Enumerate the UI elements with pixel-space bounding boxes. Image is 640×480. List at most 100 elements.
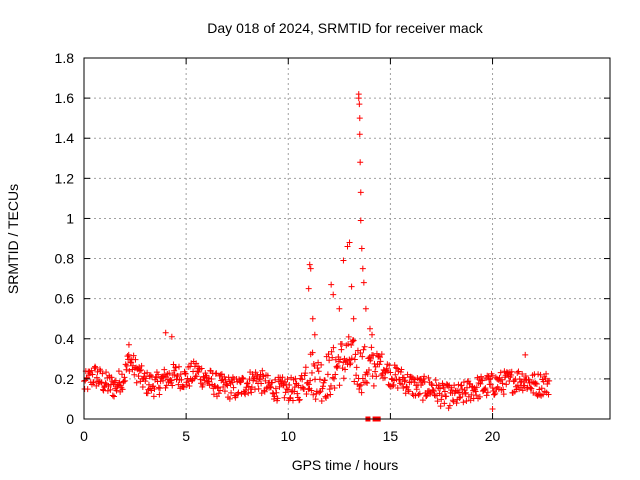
data-point bbox=[307, 265, 314, 272]
axis-ticks: 0 0.2 0.4 0.6 0.8 1 1.2 1.4 1.6 1.8 0 5 10 15 20 bbox=[55, 50, 610, 444]
data-point bbox=[167, 377, 174, 384]
data-point bbox=[508, 371, 515, 378]
data-point bbox=[95, 378, 102, 385]
data-point bbox=[415, 391, 422, 398]
data-point bbox=[283, 386, 290, 393]
data-point bbox=[519, 387, 526, 394]
data-point bbox=[88, 367, 95, 374]
data-point bbox=[90, 379, 97, 386]
data-point bbox=[315, 368, 322, 375]
data-point bbox=[392, 371, 399, 378]
data-point bbox=[246, 376, 253, 383]
data-point bbox=[221, 388, 228, 395]
data-point bbox=[381, 374, 388, 381]
data-point bbox=[150, 393, 157, 400]
data-point bbox=[319, 383, 326, 390]
data-point bbox=[443, 393, 450, 400]
data-point bbox=[123, 362, 130, 369]
data-point bbox=[389, 383, 396, 390]
data-point bbox=[270, 395, 277, 402]
data-point bbox=[296, 397, 303, 404]
data-point bbox=[168, 377, 175, 384]
data-point bbox=[92, 364, 99, 371]
data-point bbox=[342, 366, 349, 373]
data-point bbox=[538, 385, 545, 392]
data-point bbox=[302, 364, 309, 371]
data-point bbox=[487, 381, 494, 388]
y-axis-label: SRMTID / TECUs bbox=[5, 184, 21, 294]
data-point bbox=[291, 384, 298, 391]
data-point bbox=[440, 384, 447, 391]
data-point bbox=[107, 386, 114, 393]
data-point bbox=[350, 336, 357, 343]
data-point bbox=[530, 389, 537, 396]
data-point bbox=[237, 379, 244, 386]
data-point bbox=[484, 389, 491, 396]
data-point bbox=[458, 382, 465, 389]
data-point bbox=[425, 374, 432, 381]
data-point bbox=[279, 374, 286, 381]
data-point bbox=[305, 285, 312, 292]
data-point bbox=[456, 389, 463, 396]
data-point bbox=[310, 391, 317, 398]
data-point bbox=[121, 374, 128, 381]
data-point bbox=[245, 390, 252, 397]
data-point bbox=[400, 385, 407, 392]
data-point bbox=[438, 392, 445, 399]
data-point bbox=[223, 381, 230, 388]
data-point bbox=[299, 376, 306, 383]
y-tick-label: 0.6 bbox=[55, 291, 75, 307]
data-point bbox=[242, 387, 249, 394]
data-point bbox=[412, 392, 419, 399]
data-point bbox=[396, 376, 403, 383]
data-point bbox=[259, 367, 266, 374]
data-point bbox=[445, 382, 452, 389]
data-point bbox=[103, 369, 110, 376]
data-point bbox=[357, 189, 364, 196]
data-point bbox=[326, 386, 333, 393]
data-point bbox=[122, 377, 129, 384]
data-point bbox=[148, 387, 155, 394]
data-point bbox=[326, 357, 333, 364]
data-point bbox=[358, 245, 365, 252]
data-point bbox=[214, 384, 221, 391]
data-point bbox=[368, 344, 375, 351]
data-point bbox=[364, 370, 371, 377]
data-point bbox=[272, 385, 279, 392]
data-point bbox=[413, 386, 420, 393]
data-point bbox=[369, 331, 376, 338]
data-point bbox=[451, 382, 458, 389]
data-point bbox=[463, 398, 470, 405]
data-point bbox=[135, 373, 142, 380]
data-point bbox=[356, 131, 363, 138]
data-point bbox=[338, 346, 345, 353]
data-point bbox=[84, 386, 91, 393]
data-point bbox=[213, 370, 220, 377]
data-point bbox=[345, 340, 352, 347]
data-point bbox=[195, 369, 202, 376]
data-point bbox=[261, 388, 268, 395]
data-point bbox=[511, 377, 518, 384]
data-point bbox=[398, 366, 405, 373]
data-point bbox=[357, 381, 364, 388]
data-point bbox=[434, 398, 441, 405]
y-tick-label: 0 bbox=[66, 411, 74, 427]
data-point bbox=[136, 367, 143, 374]
data-point bbox=[308, 369, 315, 376]
data-point bbox=[93, 374, 100, 381]
y-tick-label: 0.2 bbox=[55, 371, 75, 387]
data-point bbox=[441, 388, 448, 395]
data-point bbox=[491, 391, 498, 398]
data-point bbox=[327, 391, 334, 398]
data-point bbox=[428, 380, 435, 387]
data-point bbox=[356, 386, 363, 393]
data-point bbox=[508, 368, 515, 375]
data-point bbox=[473, 392, 480, 399]
data-point bbox=[336, 382, 343, 389]
x-tick-label: 10 bbox=[280, 428, 296, 444]
data-point bbox=[116, 379, 123, 386]
data-point bbox=[112, 377, 119, 384]
data-point bbox=[357, 350, 364, 357]
data-point bbox=[473, 384, 480, 391]
data-point bbox=[394, 385, 401, 392]
